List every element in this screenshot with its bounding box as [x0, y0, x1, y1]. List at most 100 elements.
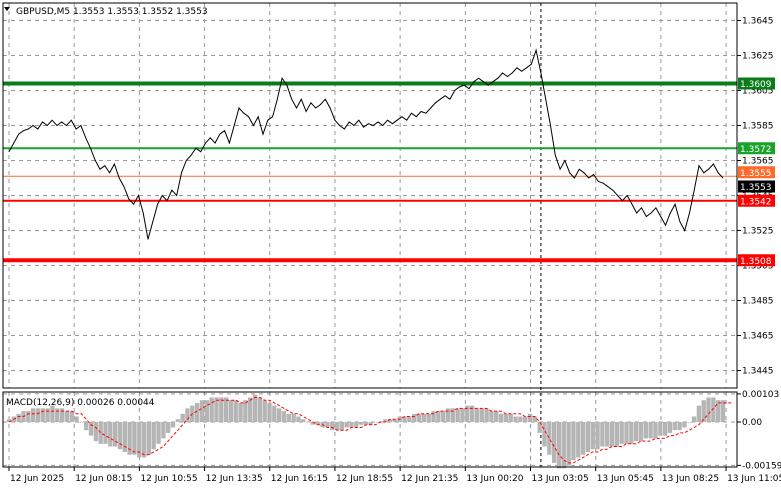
price-point: [713, 163, 714, 165]
macd-bar: [6, 419, 12, 422]
price-point: [487, 84, 489, 86]
macd-bar: [161, 422, 166, 439]
price-point: [497, 77, 499, 79]
price-point: [372, 125, 374, 126]
price-point: [463, 84, 465, 86]
level-label-1.3572: 1.3572: [740, 145, 772, 155]
macd-bar: [624, 422, 629, 444]
price-point: [660, 216, 662, 217]
macd-bar: [503, 413, 509, 422]
time-tick-label: 12 Jun 21:35: [401, 474, 458, 484]
price-series: [8, 48, 724, 240]
price-point: [411, 112, 412, 114]
price-point: [598, 181, 599, 182]
macd-bar: [262, 400, 267, 422]
price-point: [574, 177, 575, 179]
price-point: [114, 163, 115, 165]
price-point: [478, 77, 480, 79]
macd-bar: [112, 422, 118, 447]
macd-bar: [436, 411, 441, 422]
price-tick-label: 1.3625: [742, 52, 774, 62]
macd-bar: [310, 422, 316, 425]
price-point: [401, 116, 403, 118]
price-point: [626, 195, 628, 196]
macd-axis[interactable]: 0.00103 0.00 -0.00159: [737, 390, 781, 471]
level-label-1.3572-box: [738, 142, 775, 155]
macd-bar: [26, 411, 31, 422]
price-point: [353, 125, 355, 126]
price-point: [674, 203, 676, 205]
macd-bar: [219, 397, 224, 422]
macd-bar: [30, 408, 36, 422]
price-point: [435, 102, 436, 104]
price-tick-label: 1.3585: [742, 122, 774, 132]
macd-bar: [629, 422, 634, 444]
price-point: [32, 125, 34, 126]
price-point: [449, 98, 451, 100]
macd-bar: [542, 422, 547, 447]
macd-bar: [349, 422, 354, 428]
price-point: [391, 123, 393, 125]
price-point: [593, 174, 595, 175]
price-point: [80, 125, 82, 126]
macd-bar: [441, 411, 446, 422]
macd-bar: [301, 419, 306, 422]
macd-bar: [93, 422, 99, 442]
macd-bar: [720, 400, 726, 422]
macd-bar: [117, 422, 123, 450]
price-point: [305, 111, 307, 112]
price-point: [94, 160, 96, 161]
macd-bar: [204, 400, 209, 422]
bid-label: 1.3555: [740, 169, 772, 179]
collapse-triangle-icon[interactable]: [4, 7, 10, 11]
price-point: [516, 67, 518, 69]
macd-bar: [64, 411, 70, 422]
bid-label-box: [738, 166, 775, 179]
macd-bar: [716, 400, 721, 422]
time-axis[interactable]: 12 Jun 2025 12 Jun 08:15 12 Jun 10:55 12 Ju…: [8, 467, 781, 484]
macd-bar: [199, 400, 205, 422]
price-point: [669, 212, 671, 214]
level-label-1.3508: 1.3508: [740, 257, 772, 267]
macd-bar: [566, 422, 571, 466]
macd-bar: [194, 402, 200, 422]
price-point: [387, 119, 388, 121]
time-tick-label: 13 Jun 03:05: [532, 474, 589, 484]
price-point: [339, 125, 341, 126]
price-tick-label: 1.3525: [742, 227, 774, 237]
macd-bar: [69, 411, 74, 422]
price-point: [195, 147, 197, 149]
macd-bar: [537, 422, 542, 433]
price-point: [382, 125, 384, 126]
price-point: [617, 195, 618, 196]
macd-bar: [653, 422, 658, 439]
macd-bar: [238, 402, 243, 422]
price-point: [104, 165, 106, 167]
price-point: [511, 72, 513, 74]
price-point: [157, 203, 158, 205]
price-point: [650, 212, 652, 214]
macd-bar: [392, 419, 398, 422]
price-grid: [3, 3, 737, 388]
price-point: [229, 142, 230, 144]
price-tick-label: 1.3445: [742, 367, 774, 377]
macd-bar: [576, 422, 581, 458]
price-point: [22, 130, 24, 132]
macd-histogram: [6, 394, 726, 469]
price-point: [588, 177, 590, 179]
price-point: [176, 195, 178, 196]
price-point: [27, 128, 29, 130]
macd-bar: [556, 422, 562, 469]
price-point: [377, 121, 379, 123]
macd-tick-label: 0.00103: [742, 390, 779, 400]
price-point: [137, 195, 139, 196]
macd-bar: [214, 397, 219, 422]
price-point: [430, 107, 432, 109]
price-point: [310, 102, 312, 104]
price-point: [267, 119, 269, 121]
macd-bar: [561, 422, 566, 469]
price-point: [75, 128, 77, 130]
macd-bar: [633, 422, 639, 442]
